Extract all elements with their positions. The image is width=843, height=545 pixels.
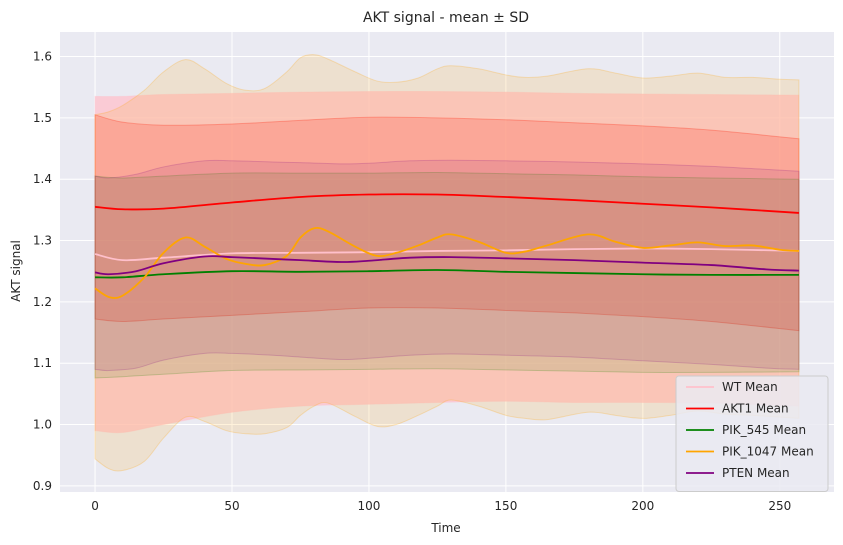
y-tick-label: 1.5 — [33, 111, 52, 125]
y-tick-label: 0.9 — [33, 479, 52, 493]
x-axis-ticks: 0 50 100 150 200 250 — [91, 499, 791, 513]
legend: WT Mean AKT1 Mean PIK_545 Mean PIK_1047 Mea… — [675, 375, 829, 492]
legend-box — [675, 375, 829, 492]
sd-bands — [94, 54, 800, 472]
y-axis-ticks: 0.9 1.0 1.1 1.2 1.3 1.4 1.5 1.6 — [33, 50, 52, 493]
mean-lines — [94, 193, 799, 299]
y-tick-label: 1.6 — [33, 50, 52, 64]
sd-band-1 — [94, 114, 800, 332]
legend-label: PIK_545 Mean — [722, 423, 806, 437]
mean-line-4 — [94, 255, 799, 276]
x-tick-label: 100 — [357, 499, 380, 513]
legend-label: PTEN Mean — [722, 466, 790, 480]
x-tick-label: 50 — [224, 499, 239, 513]
y-tick-label: 1.4 — [33, 172, 52, 186]
x-tick-label: 200 — [631, 499, 654, 513]
x-tick-label: 150 — [494, 499, 517, 513]
legend-label: WT Mean — [722, 380, 778, 394]
x-tick-label: 250 — [768, 499, 791, 513]
mean-line-3 — [94, 226, 799, 299]
y-axis-label: AKT signal — [9, 240, 23, 302]
chart-title: AKT signal - mean ± SD — [363, 10, 529, 26]
sd-band-2 — [94, 171, 800, 379]
sd-band-4 — [94, 159, 800, 372]
x-tick-label: 0 — [91, 499, 99, 513]
y-tick-label: 1.0 — [33, 418, 52, 432]
legend-label: PIK_1047 Mean — [722, 445, 814, 459]
legend-label: AKT1 Mean — [722, 402, 789, 416]
mean-line-2 — [95, 269, 799, 279]
mean-line-0 — [94, 247, 799, 262]
y-tick-label: 1.1 — [33, 356, 52, 370]
y-tick-label: 1.2 — [33, 295, 52, 309]
x-axis-label: Time — [430, 521, 460, 535]
y-tick-label: 1.3 — [33, 234, 52, 248]
mean-line-1 — [94, 193, 799, 214]
